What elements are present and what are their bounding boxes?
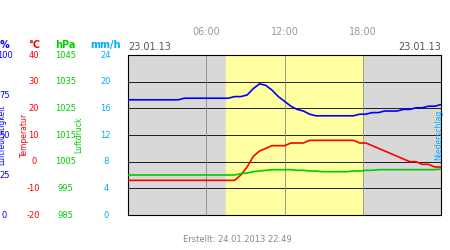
Text: 1005: 1005 xyxy=(55,157,76,166)
Text: 10: 10 xyxy=(28,130,39,140)
Text: 23.01.13: 23.01.13 xyxy=(398,42,441,52)
Text: Erstellt: 24.01.2013 22:49: Erstellt: 24.01.2013 22:49 xyxy=(183,235,292,244)
Text: 1015: 1015 xyxy=(55,130,76,140)
Text: Luftdruck: Luftdruck xyxy=(74,117,83,153)
Text: Luftfeuchtigkeit: Luftfeuchtigkeit xyxy=(0,105,7,165)
Text: 24: 24 xyxy=(100,50,111,59)
Text: 50: 50 xyxy=(0,130,10,140)
Text: °C: °C xyxy=(28,40,40,50)
Text: 40: 40 xyxy=(28,50,39,59)
Text: 100: 100 xyxy=(0,50,13,59)
Text: 20: 20 xyxy=(28,104,39,113)
Text: -10: -10 xyxy=(27,184,40,193)
Text: 25: 25 xyxy=(0,170,10,179)
Text: 30: 30 xyxy=(28,77,39,86)
Text: 23.01.13: 23.01.13 xyxy=(128,42,171,52)
Text: 4: 4 xyxy=(103,184,108,193)
Text: hPa: hPa xyxy=(55,40,76,50)
Text: 1035: 1035 xyxy=(55,77,76,86)
Text: 0: 0 xyxy=(31,157,36,166)
Text: mm/h: mm/h xyxy=(90,40,121,50)
Text: 18:00: 18:00 xyxy=(349,28,377,38)
Text: 06:00: 06:00 xyxy=(193,28,220,38)
Text: Niederschlag: Niederschlag xyxy=(434,110,443,160)
Bar xyxy=(226,55,363,215)
Text: 0: 0 xyxy=(2,210,7,220)
Text: -20: -20 xyxy=(27,210,40,220)
Text: 1025: 1025 xyxy=(55,104,76,113)
Text: 985: 985 xyxy=(57,210,73,220)
Text: 20: 20 xyxy=(100,77,111,86)
Text: 12:00: 12:00 xyxy=(271,28,298,38)
Text: Temperatur: Temperatur xyxy=(20,113,29,157)
Text: %: % xyxy=(0,40,9,50)
Text: 1045: 1045 xyxy=(55,50,76,59)
Text: 16: 16 xyxy=(100,104,111,113)
Text: 8: 8 xyxy=(103,157,108,166)
Text: 75: 75 xyxy=(0,90,10,100)
Text: 995: 995 xyxy=(58,184,73,193)
Text: 12: 12 xyxy=(100,130,111,140)
Text: 0: 0 xyxy=(103,210,108,220)
